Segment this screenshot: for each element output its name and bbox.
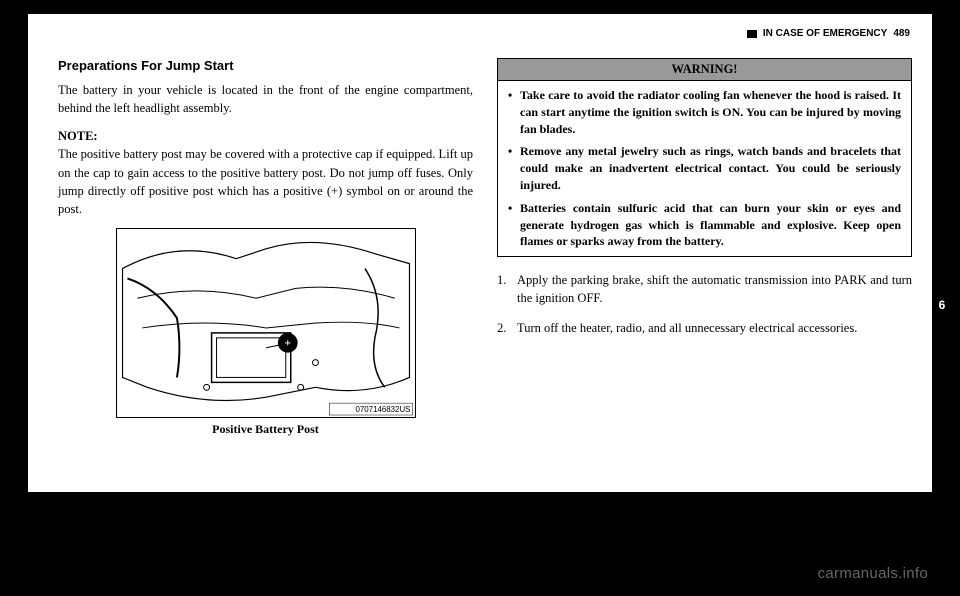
step-number: 1. (497, 271, 517, 307)
warning-item: • Remove any metal jewelry such as rings… (508, 143, 901, 193)
figure-image: + 0707146832US (116, 228, 416, 418)
warning-text: Remove any metal jewelry such as rings, … (520, 143, 901, 193)
watermark: carmanuals.info (818, 565, 928, 582)
left-column: Preparations For Jump Start The battery … (58, 32, 473, 482)
section-title: Preparations For Jump Start (58, 58, 473, 73)
manual-page: IN CASE OF EMERGENCY 489 6 Preparations … (28, 14, 932, 492)
note-label: NOTE: (58, 129, 98, 143)
step-number: 2. (497, 319, 517, 337)
right-column: WARNING! • Take care to avoid the radiat… (497, 32, 912, 482)
warning-text: Take care to avoid the radiator cooling … (520, 87, 901, 137)
warning-text: Batteries contain sulfuric acid that can… (520, 200, 901, 250)
figure-caption: Positive Battery Post (58, 422, 473, 437)
warning-body: • Take care to avoid the radiator coolin… (498, 81, 911, 256)
step-text: Turn off the heater, radio, and all unne… (517, 319, 912, 337)
step-item: 1. Apply the parking brake, shift the au… (497, 271, 912, 307)
step-text: Apply the parking brake, shift the autom… (517, 271, 912, 307)
bullet-icon: • (508, 143, 520, 193)
warning-item: • Take care to avoid the radiator coolin… (508, 87, 901, 137)
bullet-icon: • (508, 87, 520, 137)
warning-box: WARNING! • Take care to avoid the radiat… (497, 58, 912, 257)
note-block: NOTE: The positive battery post may be c… (58, 127, 473, 218)
figure: + 0707146832US Positive Battery Post (58, 228, 473, 437)
step-item: 2. Turn off the heater, radio, and all u… (497, 319, 912, 337)
warning-item: • Batteries contain sulfuric acid that c… (508, 200, 901, 250)
chapter-tab: 6 (932, 294, 952, 316)
figure-code-text: 0707146832US (355, 405, 410, 414)
note-body: The positive battery post may be covered… (58, 147, 473, 215)
bullet-icon: • (508, 200, 520, 250)
warning-title: WARNING! (498, 59, 911, 81)
intro-paragraph: The battery in your vehicle is located i… (58, 81, 473, 117)
svg-text:+: + (284, 336, 291, 350)
